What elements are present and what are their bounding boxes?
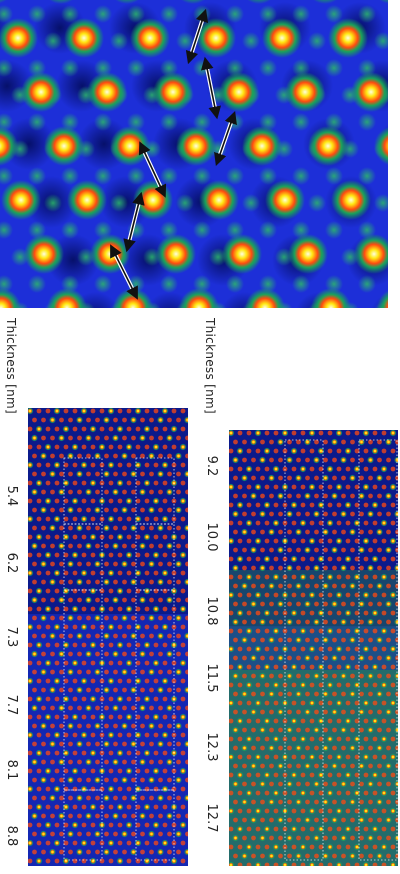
double-arrow-4	[138, 141, 167, 198]
right-thickness-value-3: 10.8	[204, 596, 219, 626]
double-arrow-3	[214, 110, 237, 167]
atom-column	[311, 288, 351, 308]
atom-column	[351, 72, 388, 112]
atom-column	[87, 72, 127, 112]
atom-column	[153, 72, 193, 112]
atomic-column-map-image	[0, 0, 388, 308]
left-thickness-value-4: 7.7	[4, 694, 19, 716]
guide-box	[358, 439, 398, 861]
atom-column	[110, 126, 150, 166]
left-series-lattice	[28, 408, 188, 866]
atom-column	[115, 0, 139, 4]
double-arrow-5	[123, 191, 145, 253]
atom-column	[0, 0, 7, 4]
atom-column	[377, 290, 388, 308]
atom-column	[379, 0, 388, 4]
right-series-lattice	[229, 430, 398, 866]
left-thickness-value-6: 8.8	[4, 825, 19, 847]
left-thickness-value-5: 8.1	[4, 759, 19, 781]
left-thickness-axis-label: Thickness [nm]	[4, 318, 18, 414]
atom-column	[199, 180, 239, 220]
atom-column	[247, 0, 271, 4]
atom-column	[242, 126, 282, 166]
left-thickness-value-1: 5.4	[4, 485, 19, 507]
atom-column	[288, 234, 328, 274]
atom-column	[245, 288, 285, 308]
right-thickness-value-1: 9.2	[204, 455, 219, 477]
atom-column	[308, 126, 348, 166]
right-thickness-value-4: 11.5	[204, 663, 219, 693]
right-thickness-axis-label: Thickness [nm]	[203, 318, 217, 414]
atom-column	[374, 126, 388, 166]
atom-column	[219, 72, 259, 112]
atom-column	[328, 18, 368, 58]
atom-column	[222, 234, 262, 274]
atom-column	[265, 180, 305, 220]
double-arrow-2	[200, 56, 222, 120]
atom-column	[176, 126, 216, 166]
atom-column	[49, 0, 73, 4]
right-thickness-value-2: 10.0	[204, 522, 219, 552]
atomic-column-map	[0, 0, 388, 308]
guide-box	[63, 789, 103, 861]
atom-column	[47, 288, 87, 308]
atom-column	[67, 180, 107, 220]
right-thickness-value-6: 12.7	[204, 803, 219, 833]
guide-box	[284, 439, 324, 861]
atom-column	[0, 18, 38, 58]
atom-column	[313, 0, 337, 4]
atom-column	[181, 0, 205, 4]
atom-column	[21, 72, 61, 112]
atom-column	[1, 180, 41, 220]
atom-column	[179, 288, 219, 308]
atom-column	[130, 18, 170, 58]
atom-column	[44, 126, 84, 166]
left-thickness-value-3: 7.3	[4, 626, 19, 648]
atom-column	[64, 18, 104, 58]
atom-column	[285, 72, 325, 112]
atom-column	[24, 234, 64, 274]
left-thickness-series-image	[28, 408, 188, 866]
atom-column	[262, 18, 302, 58]
double-arrow-6	[110, 244, 138, 300]
left-thickness-value-2: 6.2	[4, 552, 19, 574]
atom-column	[0, 288, 21, 308]
atom-column	[156, 234, 196, 274]
double-arrow-1	[185, 8, 209, 65]
right-thickness-series-image	[229, 430, 398, 866]
guide-box	[135, 789, 175, 861]
atom-column	[354, 234, 388, 274]
atom-column	[0, 126, 18, 166]
atom-column	[331, 180, 371, 220]
right-thickness-value-5: 12.3	[204, 732, 219, 762]
